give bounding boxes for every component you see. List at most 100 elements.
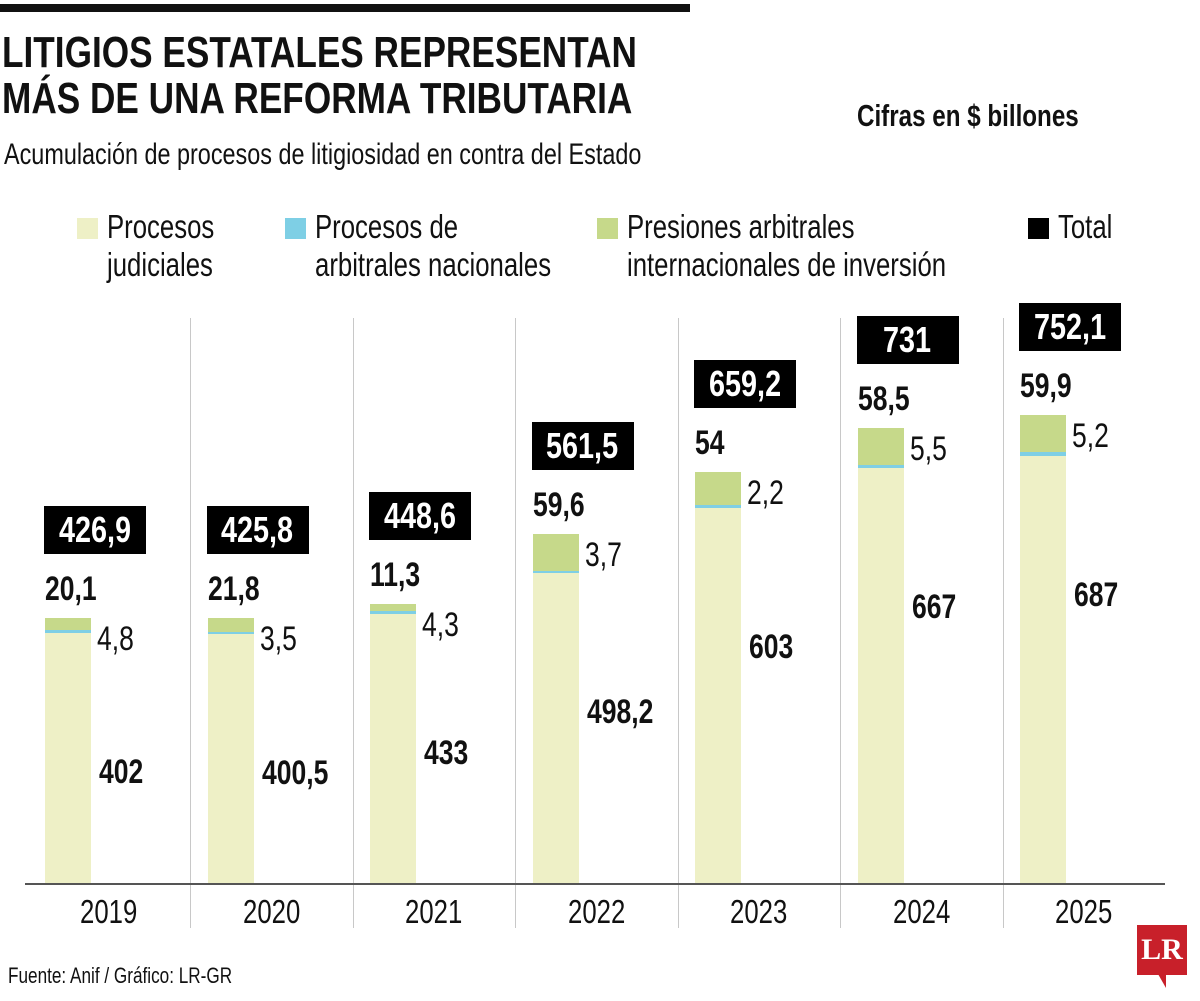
- units-label: Cifras en $ billones: [857, 98, 1141, 134]
- bar-segment-international: [1020, 415, 1066, 453]
- total-label: 425,8: [206, 506, 309, 555]
- label-international: 20,1: [45, 570, 111, 609]
- label-national-text: 4,8: [97, 619, 134, 658]
- label-national-text: 5,5: [909, 430, 947, 469]
- label-national: 4,8: [97, 620, 144, 659]
- total-label-text: 561,5: [546, 424, 619, 466]
- label-national-text: 3,5: [259, 620, 297, 659]
- label-international: 11,3: [370, 556, 434, 595]
- column-separator: [190, 318, 191, 928]
- label-international: 59,9: [1020, 367, 1086, 406]
- label-national: 3,7: [585, 536, 632, 575]
- legend-label-line: arbitrales nacionales: [315, 246, 552, 283]
- legend-label-line: internacionales de inversión: [627, 246, 947, 283]
- bar-segment-judicial: [857, 468, 904, 884]
- legend-swatch: [597, 218, 618, 239]
- label-judicial-text: 667: [911, 588, 956, 627]
- title-line-2: MÁS DE UNA REFORMA TRIBUTARIA: [2, 74, 633, 123]
- x-tick-label-text: 2024: [892, 893, 950, 930]
- lr-logo: LR: [1137, 925, 1187, 975]
- label-judicial: 433: [424, 734, 481, 773]
- label-national-text: 3,7: [584, 535, 622, 574]
- legend-swatch: [1028, 218, 1049, 239]
- source-note: Fuente: Anif / Gráfico: LR-GR: [8, 963, 295, 989]
- bar-segment-international: [207, 618, 254, 632]
- bar-segment-national: [695, 505, 741, 508]
- label-judicial-text: 400,5: [261, 754, 328, 793]
- top-rule: [0, 4, 690, 12]
- label-judicial-text: 433: [424, 733, 469, 772]
- label-international: 59,6: [533, 486, 599, 525]
- x-tick-label: 2025: [1055, 893, 1128, 931]
- label-judicial: 498,2: [587, 693, 672, 732]
- x-tick-label-text: 2019: [80, 893, 138, 930]
- total-label-text: 448,6: [383, 495, 457, 537]
- label-international-text: 59,9: [1020, 367, 1072, 405]
- total-label-text: 659,2: [708, 362, 782, 404]
- total-label: 731: [856, 316, 959, 365]
- label-international: 54: [695, 424, 733, 463]
- total-label-text: 426,9: [58, 508, 132, 550]
- total-label: 448,6: [369, 492, 471, 541]
- label-judicial: 667: [912, 588, 969, 627]
- bar-segment-judicial: [695, 507, 741, 884]
- bar-segment-judicial: [45, 633, 91, 884]
- label-judicial: 687: [1074, 576, 1131, 615]
- legend-label-line: Presiones arbitrales: [627, 208, 855, 245]
- bar-segment-national: [207, 631, 254, 635]
- legend-label: Procesos de arbitrales nacionales: [315, 208, 618, 284]
- bar-segment-international: [695, 471, 741, 506]
- legend-label-line: Procesos de: [315, 208, 459, 245]
- x-tick-label-text: 2022: [567, 893, 625, 930]
- legend-swatch: [285, 218, 306, 239]
- x-axis-line: [25, 883, 1165, 885]
- label-international-text: 20,1: [45, 569, 97, 608]
- label-judicial-text: 687: [1074, 575, 1119, 614]
- label-judicial: 402: [99, 753, 156, 792]
- label-national: 3,5: [260, 620, 307, 659]
- column-separator: [352, 318, 354, 928]
- bar-segment-national: [1020, 452, 1066, 456]
- legend-label: Procesos judiciales: [107, 208, 245, 284]
- label-judicial-text: 402: [99, 753, 144, 792]
- column-separator: [840, 318, 841, 928]
- column-separator: [515, 318, 516, 928]
- bar-segment-national: [370, 611, 416, 614]
- label-international-text: 11,3: [370, 556, 421, 595]
- x-tick-label-text: 2021: [405, 893, 463, 930]
- label-national-text: 4,3: [422, 606, 459, 645]
- label-national-text: 5,2: [1072, 417, 1109, 455]
- column-separator: [1002, 318, 1004, 928]
- bar-segment-international: [45, 617, 91, 631]
- x-tick-label-text: 2020: [242, 893, 300, 930]
- title-line-1: LITIGIOS ESTATALES REPRESENTAN: [2, 28, 637, 77]
- label-judicial-text: 498,2: [586, 693, 653, 732]
- bar-segment-judicial: [1020, 455, 1066, 884]
- x-tick-label-text: 2025: [1055, 893, 1113, 930]
- total-label-text: 752,1: [1033, 306, 1107, 347]
- units-text: Cifras en $ billones: [857, 98, 1079, 133]
- x-tick-label: 2019: [80, 893, 153, 931]
- total-label: 659,2: [694, 359, 796, 408]
- legend-label: Total: [1058, 208, 1128, 246]
- label-judicial: 400,5: [262, 754, 347, 793]
- column-separator: [677, 318, 679, 928]
- label-national-text: 2,2: [747, 473, 784, 512]
- bar-segment-judicial: [370, 613, 416, 884]
- x-tick-label: 2020: [243, 893, 316, 931]
- x-tick-label: 2024: [893, 893, 966, 931]
- bar-segment-judicial: [532, 573, 579, 884]
- bar-segment-national: [857, 464, 904, 469]
- label-international: 58,5: [858, 380, 924, 419]
- label-international: 21,8: [208, 570, 274, 609]
- chart-subtitle: Acumulación de procesos de litigiosidad …: [4, 138, 821, 172]
- label-international-text: 59,6: [532, 485, 585, 524]
- bar-segment-judicial: [207, 634, 254, 884]
- label-judicial-text: 603: [749, 627, 794, 666]
- label-national: 5,5: [910, 430, 957, 469]
- label-international-text: 58,5: [857, 380, 910, 419]
- x-tick-label: 2023: [730, 893, 803, 931]
- subtitle-text: Acumulación de procesos de litigiosidad …: [4, 138, 642, 171]
- legend-label-line: judiciales: [107, 246, 213, 283]
